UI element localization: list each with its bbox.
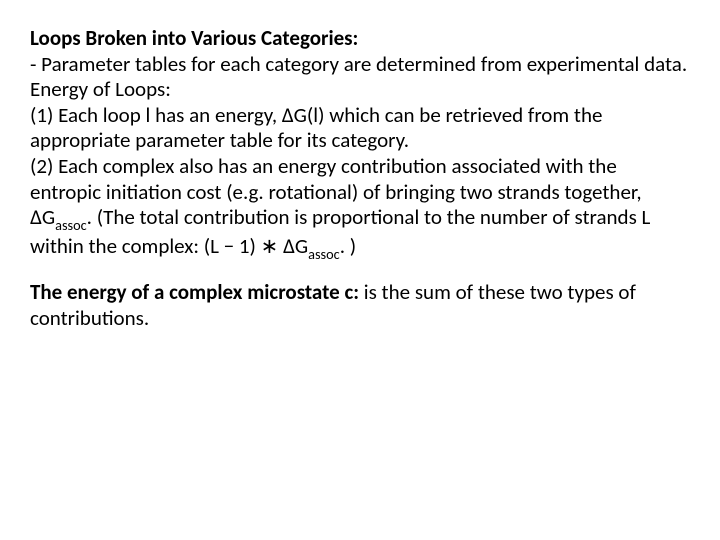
subscript-assoc-2: assoc [308,245,340,263]
item-2-post: . ) [340,233,356,259]
paragraph-spacer [30,262,690,280]
body-paragraph-1: Loops Broken into Various Categories: - … [30,26,690,262]
line-parameter-tables: - Parameter tables for each category are… [30,51,687,77]
document-page: Loops Broken into Various Categories: - … [0,0,720,540]
item-1-loop-energy: (1) Each loop l has an energy, ∆G(l) whi… [30,102,602,154]
heading-complex-microstate: The energy of a complex microstate c: [30,279,359,305]
heading-loops-categories: Loops Broken into Various Categories: [30,25,358,51]
subscript-assoc-1: assoc [55,216,87,234]
body-paragraph-2: The energy of a complex microstate c: is… [30,280,690,331]
subheading-energy-of-loops: Energy of Loops: [30,76,171,102]
